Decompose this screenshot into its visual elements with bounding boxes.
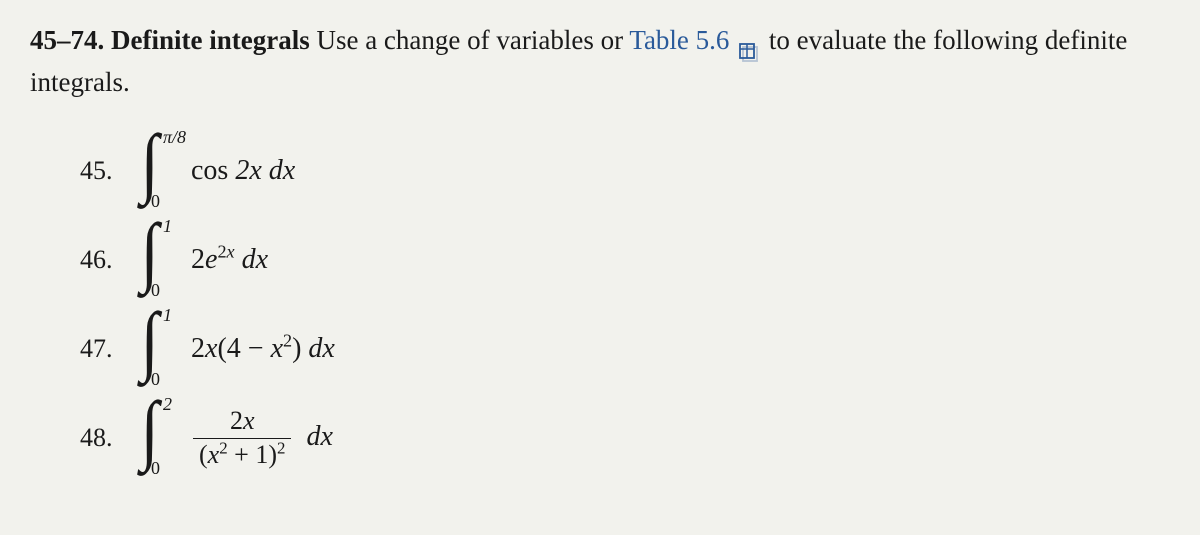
differential: dx	[306, 421, 332, 452]
problem-48: 48. ∫ 2 0 2x (x2 + 1)2 dx	[80, 396, 1170, 481]
integral-sign-wrap: ∫ π/8 0	[135, 129, 183, 214]
integral-expression: ∫ 1 0 2e2x dx	[135, 218, 268, 303]
problem-number: 48.	[80, 423, 135, 453]
problem-range: 45–74.	[30, 25, 104, 55]
integrand: cos 2x dx	[191, 155, 295, 187]
integral-expression: ∫ π/8 0 cos 2x dx	[135, 129, 295, 214]
integral-sign-wrap: ∫ 1 0	[135, 307, 183, 392]
integral-sign-wrap: ∫ 2 0	[135, 396, 183, 481]
problem-number: 46.	[80, 245, 135, 275]
integral-expression: ∫ 2 0 2x (x2 + 1)2 dx	[135, 396, 333, 481]
instruction-text-1: Use a change of variables or	[316, 25, 623, 55]
upper-limit: 2	[163, 394, 172, 415]
table-ref-text: Table 5.6	[629, 25, 729, 55]
upper-limit: π/8	[163, 127, 186, 148]
integrand: 2e2x dx	[191, 244, 268, 276]
problem-46: 46. ∫ 1 0 2e2x dx	[80, 218, 1170, 303]
integrand: 2x (x2 + 1)2 dx	[191, 407, 333, 469]
upper-limit: 1	[163, 305, 172, 326]
external-link-icon	[738, 33, 760, 53]
denominator: (x2 + 1)2	[193, 438, 291, 470]
numerator: 2x	[224, 407, 261, 438]
integral-sign-wrap: ∫ 1 0	[135, 218, 183, 303]
integral-expression: ∫ 1 0 2x(4 − x2) dx	[135, 307, 335, 392]
problem-number: 45.	[80, 156, 135, 186]
lower-limit: 0	[151, 458, 160, 479]
problem-number: 47.	[80, 334, 135, 364]
problem-list: 45. ∫ π/8 0 cos 2x dx 46. ∫ 1 0 2e2x dx	[30, 129, 1170, 481]
section-title: Definite integrals	[111, 25, 310, 55]
instructions: 45–74. Definite integrals Use a change o…	[30, 20, 1170, 104]
integrand: 2x(4 − x2) dx	[191, 333, 335, 365]
fraction: 2x (x2 + 1)2	[193, 407, 291, 469]
table-reference-link[interactable]: Table 5.6	[629, 25, 769, 55]
problem-47: 47. ∫ 1 0 2x(4 − x2) dx	[80, 307, 1170, 392]
problem-45: 45. ∫ π/8 0 cos 2x dx	[80, 129, 1170, 214]
upper-limit: 1	[163, 216, 172, 237]
